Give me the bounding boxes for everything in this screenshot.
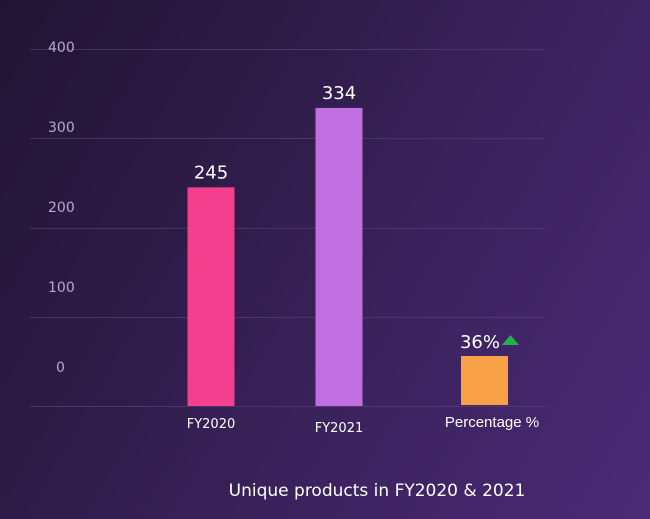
percentage-indicator: 36% Percentage % — [445, 332, 539, 431]
triangle-up-icon — [502, 335, 519, 345]
data-label-fy2020: 245 — [194, 162, 228, 183]
chart-title: Unique products in FY2020 & 2021 — [229, 481, 526, 501]
bar-series — [187, 107, 363, 406]
chart-grid — [30, 49, 545, 407]
y-tick-label: 0 — [56, 360, 65, 376]
y-tick-label: 100 — [48, 280, 75, 296]
percentage-value: 36% — [460, 332, 500, 353]
category-label-fy2021: FY2021 — [315, 421, 364, 436]
bar-fy2021 — [315, 107, 363, 406]
data-label-fy2021: 334 — [322, 83, 356, 104]
category-label-fy2020: FY2020 — [187, 417, 236, 432]
y-tick-label: 400 — [48, 40, 75, 56]
y-tick-label: 300 — [48, 120, 75, 136]
y-axis-ticks: 400 300 200 100 0 — [48, 40, 75, 376]
bar-fy2020 — [187, 187, 235, 406]
percentage-box — [461, 356, 508, 405]
percentage-label: Percentage % — [445, 414, 539, 431]
y-tick-label: 200 — [48, 200, 75, 216]
